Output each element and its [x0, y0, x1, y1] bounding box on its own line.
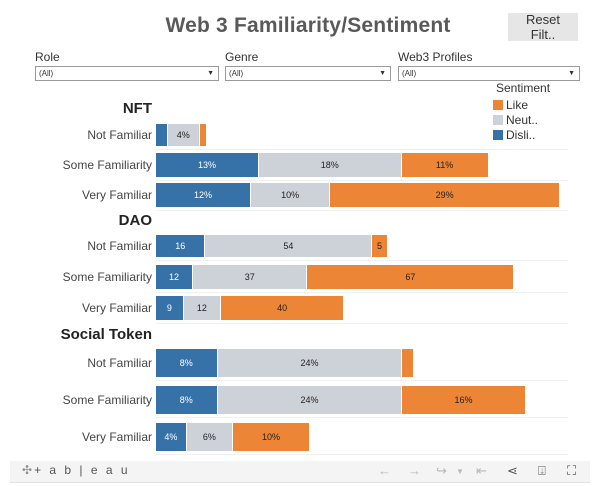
legend-label-like: Like	[506, 97, 529, 112]
web3-profiles-filter-value: (All)	[402, 69, 417, 78]
row-divider	[156, 149, 568, 150]
legend-label-neutral: Neut..	[506, 112, 539, 127]
row-divider	[156, 292, 568, 293]
genre-filter-dropdown[interactable]: (All) ▼	[225, 66, 391, 81]
row-label-some-familiarity: Some Familiarity	[62, 158, 152, 172]
revert-icon[interactable]: ↪	[436, 463, 447, 478]
panel-title-dao: DAO	[118, 212, 152, 229]
genre-filter-value: (All)	[229, 69, 244, 78]
bar-social-token-not-familiar-like[interactable]	[402, 349, 413, 377]
bar-dao-not-familiar-dislike[interactable]: 16	[156, 235, 205, 257]
bar-social-token-not-familiar-dislike[interactable]: 8%	[156, 349, 217, 377]
role-filter: Role (All) ▼	[35, 50, 219, 81]
role-filter-label: Role	[35, 50, 60, 64]
row-divider	[156, 380, 568, 381]
bar-nft-some-familiarity-dislike[interactable]: 13%	[156, 153, 258, 177]
row-label-very-familiar: Very Familiar	[81, 301, 152, 315]
bar-dao-not-familiar-neutral[interactable]: 54	[205, 235, 372, 257]
tableau-logo-text: + a b | e a u	[34, 463, 131, 477]
bar-dao-very-familiar-dislike[interactable]: 9	[156, 296, 183, 320]
panel-title-nft: NFT	[122, 100, 152, 117]
web3-profiles-filter-dropdown[interactable]: (All) ▼	[398, 66, 580, 81]
row-divider	[156, 454, 568, 455]
dashboard-title: Web 3 Familiarity/Sentiment	[165, 14, 451, 37]
role-filter-value: (All)	[39, 69, 54, 78]
tableau-logo-icon: ✣	[22, 463, 33, 477]
legend-swatch-like	[493, 99, 503, 110]
bar-nft-not-familiar-dislike[interactable]	[156, 124, 167, 146]
legend-label-dislike: Disli..	[506, 127, 536, 142]
reset-filters-button[interactable]: Reset Filt..	[508, 12, 578, 42]
row-label-some-familiarity: Some Familiarity	[62, 393, 152, 407]
reset-view-icon[interactable]: ⇤	[476, 463, 487, 478]
row-label-very-familiar: Very Familiar	[81, 188, 152, 202]
bar-nft-not-familiar-like[interactable]	[199, 124, 207, 146]
row-divider	[156, 323, 568, 324]
row-label-not-familiar: Not Familiar	[87, 239, 152, 253]
bar-dao-very-familiar-neutral[interactable]: 12	[183, 296, 220, 320]
bar-social-token-not-familiar-neutral[interactable]: 24%	[217, 349, 402, 377]
tableau-toolbar: ✣ + a b | e a u ← → ↪ ▼ ⇤ ⋖ ⍗ ⛶	[10, 461, 590, 483]
genre-filter: Genre (All) ▼	[225, 50, 391, 81]
row-label-some-familiarity: Some Familiarity	[62, 270, 152, 284]
stacked-bar-chart: NFT Not Familiar 4% Some Familiarity 13% 18% 1…	[60, 100, 568, 455]
bar-dao-some-familiarity-like[interactable]: 67	[307, 265, 514, 289]
genre-filter-label: Genre	[225, 50, 259, 64]
row-divider	[156, 180, 568, 181]
web3-profiles-filter: Web3 Profiles (All) ▼	[398, 50, 580, 81]
chevron-down-icon: ▼	[207, 70, 214, 77]
bar-nft-some-familiarity-like[interactable]: 11%	[401, 153, 488, 177]
row-label-not-familiar: Not Familiar	[87, 128, 152, 142]
download-icon[interactable]: ⍗	[538, 463, 546, 478]
row-divider	[156, 210, 568, 211]
panel-title-social-token: Social Token	[60, 326, 152, 343]
fullscreen-icon[interactable]: ⛶	[567, 463, 577, 478]
tableau-logo[interactable]: ✣ + a b | e a u	[22, 463, 130, 477]
bar-social-token-some-familiarity-like[interactable]: 16%	[402, 386, 525, 414]
sentiment-legend: Sentiment Like Neut.. Disli..	[493, 81, 550, 142]
undo-icon[interactable]: ←	[378, 463, 391, 478]
share-icon[interactable]: ⋖	[507, 463, 518, 478]
legend-item-dislike[interactable]: Disli..	[493, 127, 550, 142]
role-filter-dropdown[interactable]: (All) ▼	[35, 66, 219, 81]
bar-dao-some-familiarity-neutral[interactable]: 37	[193, 265, 307, 289]
bar-social-token-very-familiar-dislike[interactable]: 4%	[156, 423, 186, 451]
bar-nft-some-familiarity-neutral[interactable]: 18%	[258, 153, 401, 177]
legend-title: Sentiment	[496, 81, 551, 95]
legend-swatch-neutral	[493, 114, 503, 125]
legend-item-neutral[interactable]: Neut..	[493, 112, 550, 127]
redo-icon[interactable]: →	[408, 463, 421, 478]
bar-nft-very-familiar-dislike[interactable]: 12%	[156, 183, 251, 207]
legend-swatch-dislike	[493, 129, 503, 140]
row-label-very-familiar: Very Familiar	[81, 430, 152, 444]
bar-social-token-very-familiar-like[interactable]: 10%	[233, 423, 309, 451]
bar-dao-very-familiar-like[interactable]: 40	[220, 296, 344, 320]
bar-dao-some-familiarity-dislike[interactable]: 12	[156, 265, 193, 289]
chevron-down-icon: ▼	[568, 70, 575, 77]
bar-social-token-some-familiarity-neutral[interactable]: 24%	[217, 386, 402, 414]
legend-item-like[interactable]: Like	[493, 97, 550, 112]
row-label-not-familiar: Not Familiar	[87, 356, 152, 370]
web3-profiles-filter-label: Web3 Profiles	[398, 50, 473, 64]
bar-dao-not-familiar-like[interactable]: 5	[372, 235, 387, 257]
chevron-down-icon: ▼	[379, 70, 386, 77]
bar-nft-very-familiar-like[interactable]: 29%	[330, 183, 559, 207]
bar-nft-very-familiar-neutral[interactable]: 10%	[251, 183, 330, 207]
bar-social-token-very-familiar-neutral[interactable]: 6%	[186, 423, 232, 451]
row-divider	[156, 260, 568, 261]
bar-social-token-some-familiarity-dislike[interactable]: 8%	[156, 386, 217, 414]
dropdown-icon[interactable]: ▼	[456, 467, 464, 476]
bar-nft-not-familiar-neutral[interactable]: 4%	[167, 124, 199, 146]
row-divider	[156, 417, 568, 418]
